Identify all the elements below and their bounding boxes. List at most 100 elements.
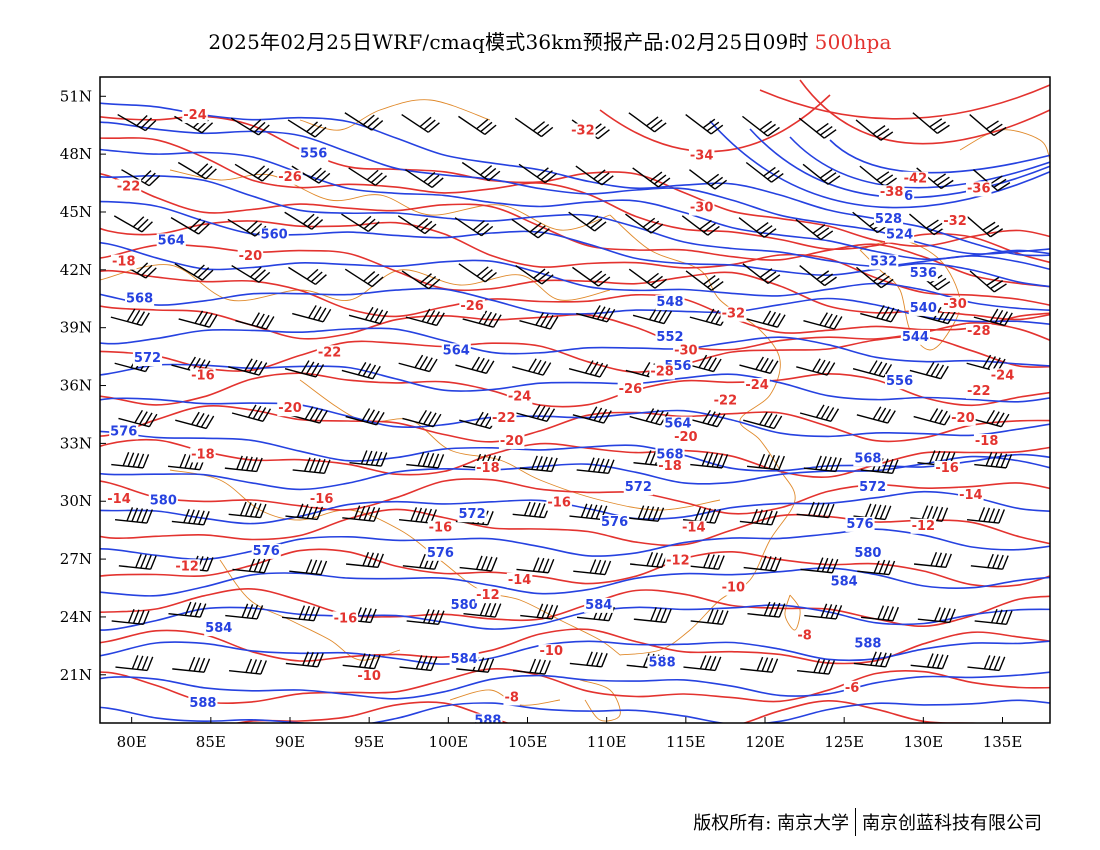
coastline-boundary xyxy=(959,129,1050,161)
wind-barb xyxy=(455,356,495,375)
height-contour-line xyxy=(100,455,1050,491)
x-tick-label: 110E xyxy=(587,733,627,751)
title-main: 2025年02月25日WRF/cmaq模式36km预报产品:02月25日09时 xyxy=(208,30,809,54)
temperature-contour-label: -20 xyxy=(239,249,263,264)
wind-barb xyxy=(803,455,842,473)
wind-barb xyxy=(454,217,494,237)
wind-barb xyxy=(348,306,389,325)
wind-barb xyxy=(974,452,1013,469)
wind-barb xyxy=(230,117,270,136)
y-tick-label: 21N xyxy=(60,666,92,684)
temperature-contour-label: -26 xyxy=(460,299,484,314)
wind-barb xyxy=(172,656,211,673)
wind-barb xyxy=(690,608,729,625)
temperature-contour-label-bg xyxy=(688,148,715,164)
temperature-contour-label-bg xyxy=(617,381,644,397)
wind-barb xyxy=(859,165,897,187)
wind-barb xyxy=(177,161,217,180)
temperature-contour-label-bg xyxy=(506,389,533,405)
x-tick-label: 105E xyxy=(508,733,548,751)
temperature-contour-label: -32 xyxy=(571,123,595,138)
wind-barb xyxy=(568,360,609,378)
wind-barb xyxy=(853,651,892,668)
wind-barb xyxy=(686,409,726,428)
wind-barb xyxy=(685,270,724,291)
wind-barb xyxy=(402,409,442,428)
temperature-contour-label: -12 xyxy=(175,559,199,574)
temperature-contour-label: -42 xyxy=(904,172,928,187)
temperature-contour-label: -14 xyxy=(682,521,706,536)
height-contour-label-bg xyxy=(623,480,653,496)
height-contour-line xyxy=(100,567,1050,597)
wind-barb xyxy=(569,651,608,668)
wind-barb xyxy=(967,655,1006,672)
temperature-contour-label-bg xyxy=(277,401,303,417)
wind-barb xyxy=(170,217,210,235)
height-contour-label: 556 xyxy=(886,374,913,389)
temperature-contour-label: -22 xyxy=(117,179,141,194)
wind-barb xyxy=(742,263,781,285)
wind-barb xyxy=(289,559,328,576)
temperature-contour-label-bg xyxy=(942,297,968,313)
wind-barb xyxy=(520,603,559,620)
temperature-contour-label: -32 xyxy=(943,214,967,229)
wind-barb xyxy=(974,608,1013,625)
temperature-contour-label-bg xyxy=(427,520,454,536)
wind-barb xyxy=(232,557,271,574)
height-contour-line xyxy=(100,397,1050,438)
geopotential-height-contours xyxy=(100,102,1050,723)
height-contour-label: 584 xyxy=(451,652,478,667)
temperature-contour-line xyxy=(100,667,1050,704)
temperature-contour-label-bg xyxy=(878,185,905,201)
wind-barb xyxy=(111,452,150,469)
wind-barb xyxy=(568,211,607,232)
footer: 版权所有: 南京大学 南京创蓝科技有限公司 xyxy=(693,808,1042,836)
wind-barb xyxy=(234,163,274,182)
wind-barb xyxy=(463,601,502,618)
temperature-contour-label: -16 xyxy=(429,521,453,536)
temperature-contour-label: -10 xyxy=(722,581,746,596)
temperature-contour-label: -32 xyxy=(722,307,746,322)
coastline-boundary xyxy=(299,99,491,131)
wind-barb xyxy=(739,356,779,375)
height-contour-label: 572 xyxy=(859,480,886,495)
height-contour-label-bg xyxy=(457,507,487,523)
height-contour-label-bg xyxy=(473,713,503,723)
height-contour-label: 580 xyxy=(150,494,177,509)
height-contour-label: 552 xyxy=(656,330,683,345)
height-contour-label-bg xyxy=(655,295,685,311)
temperature-contour-label-bg xyxy=(182,108,208,124)
height-contour-label-bg xyxy=(885,227,915,243)
height-contour-label: 568 xyxy=(126,291,153,306)
wind-barb xyxy=(512,501,551,519)
height-contour-label: 580 xyxy=(451,598,478,613)
x-tick-label: 95E xyxy=(354,733,384,751)
wind-barb xyxy=(405,169,444,188)
wind-barb xyxy=(115,655,154,672)
wind-barb xyxy=(745,161,784,183)
height-contour-line xyxy=(100,363,1050,403)
temperature-contour-label: -30 xyxy=(943,297,967,312)
temperature-contour-label-bg xyxy=(796,628,813,644)
wind-barb xyxy=(281,605,320,622)
height-contour-label-bg xyxy=(647,655,677,671)
wind-barb xyxy=(913,552,952,569)
temperature-contour-label: -26 xyxy=(278,170,302,185)
height-contour-label: 572 xyxy=(459,507,486,522)
wind-barb xyxy=(796,501,835,519)
wind-barb xyxy=(344,268,384,288)
temperature-contour-label: -24 xyxy=(991,368,1015,383)
temperature-contour-label: -10 xyxy=(357,669,381,684)
wind-barb xyxy=(572,266,611,287)
temperature-contour-line xyxy=(100,438,1050,479)
wind-barb xyxy=(401,270,441,290)
height-contour-label-bg xyxy=(299,146,329,162)
wind-barb xyxy=(348,167,387,186)
temperature-contour-label-bg xyxy=(902,171,929,187)
wind-barb xyxy=(747,601,786,618)
temperature-contour-label-bg xyxy=(356,669,382,685)
height-contour-label: 576 xyxy=(427,546,454,561)
wind-barb xyxy=(458,115,497,135)
wind-barb xyxy=(519,455,558,473)
height-contour-label: 576 xyxy=(110,424,137,439)
